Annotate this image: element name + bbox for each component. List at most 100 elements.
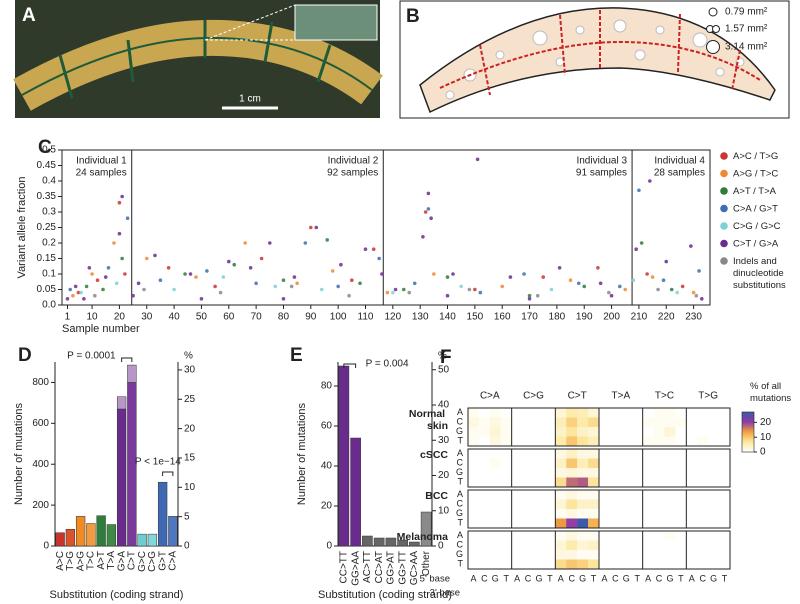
group-name: Individual 1 — [76, 156, 127, 167]
heat-cell — [599, 468, 611, 478]
heat-cell — [719, 449, 731, 459]
point — [232, 262, 237, 267]
heat-cell — [522, 540, 534, 551]
col-base-label: G — [535, 573, 542, 583]
col-base-label: C — [525, 573, 532, 583]
heat-cell — [697, 449, 709, 459]
heat-cell — [468, 468, 480, 478]
heat-cell — [500, 436, 512, 447]
heat-cell — [500, 509, 512, 519]
heat-cell — [522, 427, 534, 437]
point — [188, 272, 193, 276]
bar — [55, 532, 65, 547]
heat-cell — [653, 468, 665, 478]
row-label: C — [457, 417, 464, 427]
heat-cell — [719, 518, 731, 529]
x-tick-label: 180 — [549, 312, 566, 323]
heat-cell — [468, 449, 480, 459]
y2-tick-label: 25 — [184, 394, 196, 405]
column-header: C>G — [523, 391, 544, 402]
heat-cell — [533, 468, 545, 478]
heat-cell — [609, 458, 622, 469]
heat-cell — [620, 427, 632, 437]
point — [117, 200, 122, 205]
heat-cell — [653, 499, 665, 510]
row-label: T — [458, 436, 464, 446]
heat-cell — [653, 550, 665, 560]
point — [391, 290, 395, 295]
heat-cell — [588, 449, 600, 459]
heat-cell — [511, 477, 523, 488]
heat-cell — [675, 477, 687, 488]
heat-cell — [631, 477, 643, 488]
point — [541, 275, 546, 279]
heat-cell — [697, 417, 709, 428]
heat-cell — [489, 468, 501, 478]
heat-cell — [500, 458, 512, 469]
heat-cell — [478, 408, 491, 418]
group-name: Individual 4 — [654, 156, 705, 167]
point — [120, 194, 124, 199]
x-tick-label: T>C — [86, 551, 97, 570]
point — [125, 216, 130, 220]
heat-cell — [566, 458, 578, 469]
legend-label: 1.57 mm² — [725, 24, 768, 35]
heat-cell — [555, 408, 567, 418]
heat-cell — [599, 531, 611, 541]
row-label: G — [456, 508, 463, 518]
group-samples: 24 samples — [76, 168, 127, 179]
heat-cell — [544, 458, 556, 469]
col-base-label: A — [645, 573, 651, 583]
heat-cell — [686, 531, 698, 541]
heat-cell — [599, 427, 611, 437]
heat-cell — [599, 540, 611, 551]
heat-cell — [468, 477, 480, 488]
cut-lines — [58, 20, 332, 99]
legend-label: A>T / T>A — [733, 186, 777, 197]
x-tick-label: 90 — [305, 312, 317, 323]
point — [153, 253, 157, 258]
heat-cell — [642, 427, 654, 437]
point — [123, 272, 127, 276]
point — [221, 275, 226, 279]
point — [508, 275, 513, 279]
x-tick-label: 60 — [223, 312, 235, 323]
heat-cell — [664, 436, 676, 447]
heat-cell — [533, 559, 545, 570]
heat-cell — [533, 449, 545, 459]
heat-cell — [588, 408, 600, 418]
point — [631, 278, 636, 283]
heat-cell — [555, 540, 567, 551]
point — [336, 284, 340, 289]
col-base-label: G — [710, 573, 717, 583]
point — [358, 281, 362, 286]
y-tick-label: 400 — [32, 459, 49, 470]
y-tick-label: 0.0 — [42, 300, 56, 311]
point — [401, 287, 406, 292]
point — [248, 266, 253, 270]
heat-cell — [675, 458, 687, 469]
heat-cell — [631, 540, 643, 551]
heat-cell — [642, 477, 654, 488]
heat-cell — [631, 518, 643, 529]
point — [576, 281, 581, 286]
point — [136, 281, 141, 286]
x-tick-label: 70 — [251, 312, 263, 323]
col-base-label: C — [568, 573, 575, 583]
x-axis-label: Substitution (coding strand) — [318, 589, 452, 601]
point — [459, 284, 463, 289]
bar — [137, 533, 147, 547]
col-base-label: A — [514, 573, 520, 583]
heat-cell — [522, 477, 534, 488]
heat-cell — [500, 449, 512, 459]
heat-cell — [468, 458, 480, 469]
heat-cell — [478, 499, 491, 510]
bar — [338, 365, 350, 547]
heat-cell — [577, 449, 589, 459]
point — [82, 297, 86, 301]
x-tick-label: A>C — [55, 551, 66, 571]
heat-cell — [489, 436, 501, 447]
heat-cell — [468, 559, 480, 570]
point — [385, 290, 390, 295]
point — [347, 293, 351, 298]
